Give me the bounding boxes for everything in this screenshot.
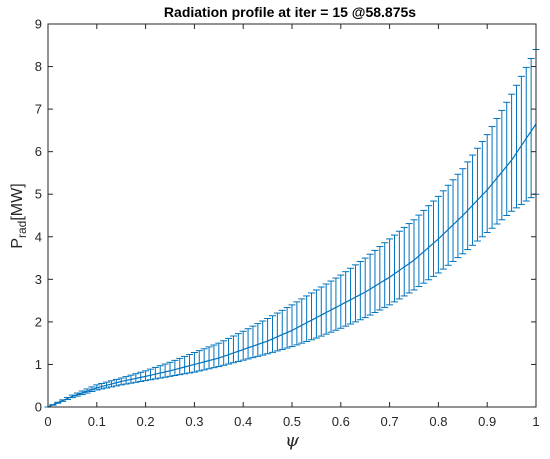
y-axis-ticks: 0 1 2 3 4 5 6 7 8 9 [35, 17, 536, 415]
x-tick-label: 0.6 [332, 414, 350, 429]
y-tick-label: 4 [35, 229, 42, 244]
y-tick-label: 0 [35, 400, 42, 415]
x-tick-label: 0.5 [283, 414, 301, 429]
series-line [47, 123, 537, 408]
y-tick-label: 5 [35, 187, 42, 202]
x-axis-label: ψ [285, 430, 300, 451]
y-tick-label: 3 [35, 272, 42, 287]
x-tick-label: 0 [44, 414, 51, 429]
x-tick-label: 0.8 [429, 414, 447, 429]
y-axis-label-sub: rad [15, 221, 29, 238]
y-tick-label: 6 [35, 144, 42, 159]
x-axis-ticks: 0 0.1 0.2 0.3 0.4 0.5 0.6 0.7 0.8 0.9 1 [44, 24, 540, 429]
x-tick-label: 0.4 [234, 414, 252, 429]
y-axis-label-main: P [9, 238, 26, 249]
y-tick-label: 1 [35, 357, 42, 372]
x-tick-label: 0.1 [88, 414, 106, 429]
y-tick-label: 2 [35, 314, 42, 329]
y-tick-label: 8 [35, 59, 42, 74]
plot-area [44, 49, 540, 408]
x-tick-label: 0.2 [137, 414, 155, 429]
y-tick-label: 9 [35, 17, 42, 32]
y-axis-label: Prad[MW] [9, 183, 29, 248]
x-tick-label: 1 [532, 414, 539, 429]
y-tick-label: 7 [35, 102, 42, 117]
x-tick-label: 0.9 [478, 414, 496, 429]
y-axis-label-unit: [MW] [9, 183, 26, 220]
x-tick-label: 0.7 [381, 414, 399, 429]
x-tick-label: 0.3 [185, 414, 203, 429]
chart-title: Radiation profile at iter = 15 @58.875s [164, 4, 416, 20]
